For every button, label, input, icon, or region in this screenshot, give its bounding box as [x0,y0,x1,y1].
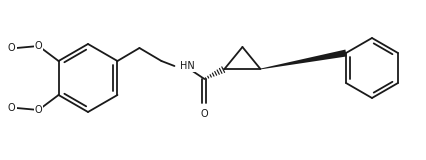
Text: HN: HN [181,61,195,71]
Text: O: O [35,105,42,115]
Polygon shape [260,50,347,69]
Text: O: O [35,41,42,51]
Text: O: O [8,43,16,53]
Text: O: O [8,103,16,113]
Text: O: O [201,109,208,119]
